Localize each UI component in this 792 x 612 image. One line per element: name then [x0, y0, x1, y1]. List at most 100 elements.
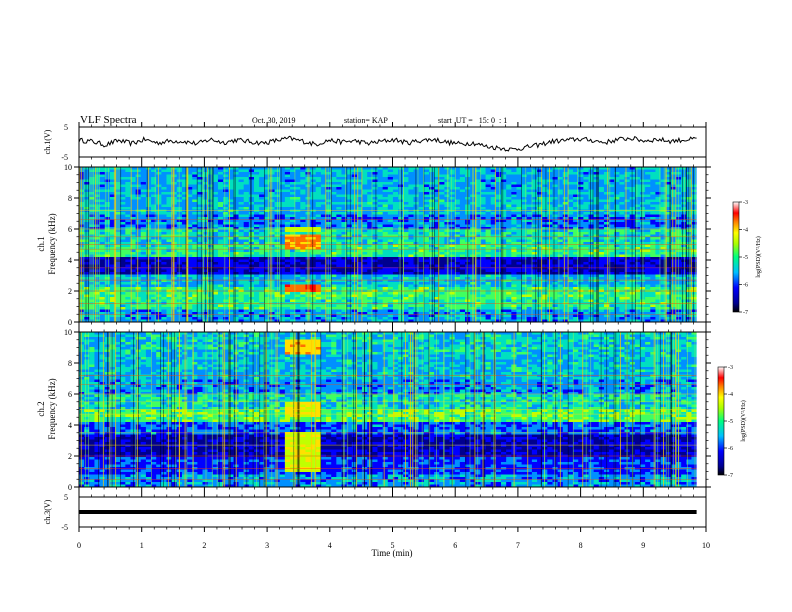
spectrogram-cell	[665, 167, 672, 170]
spectrogram-cell	[511, 254, 517, 258]
spectrogram-cell	[151, 202, 157, 205]
spectrogram-cell	[485, 264, 492, 268]
spectrogram-cell	[660, 267, 667, 270]
spectrogram-cell	[233, 187, 239, 190]
spectrogram-cell	[151, 169, 157, 173]
spectrogram-cell	[501, 177, 507, 180]
spectrogram-cell	[578, 184, 584, 188]
spectrogram-cell	[619, 212, 625, 215]
spectrogram-cell	[495, 232, 502, 235]
spectrogram-cell	[372, 232, 378, 235]
spectrogram-cell	[665, 212, 672, 215]
spectrogram-cell	[377, 254, 383, 258]
spectrogram-cell	[109, 247, 116, 250]
spectrogram-cell	[295, 254, 301, 258]
spectrogram-cell	[192, 229, 198, 233]
spectrogram-cell	[428, 184, 435, 188]
spectrogram-cell	[192, 199, 198, 203]
spectrogram-cell	[320, 242, 327, 245]
spectrogram-cell	[418, 189, 425, 193]
spectrogram-cell	[320, 182, 327, 185]
spectrogram-cell	[181, 174, 188, 178]
spectrogram-cell	[609, 247, 615, 250]
spectrogram-cell	[259, 174, 265, 178]
spectrogram-cell	[290, 172, 296, 175]
spectrogram-cell	[187, 239, 193, 243]
spectrogram-cell	[181, 239, 188, 243]
spectrogram-cell	[526, 237, 533, 240]
spectrogram-cell	[547, 177, 553, 180]
spectrogram-cell	[603, 267, 610, 270]
spectrogram-cell	[552, 207, 558, 210]
spectrogram-cell	[490, 192, 497, 195]
spectrogram-cell	[614, 182, 620, 185]
spectrogram-cell	[583, 232, 589, 235]
spectrogram-cell	[552, 219, 558, 223]
spectrogram-cell	[547, 232, 553, 235]
spectrogram-cell	[439, 262, 445, 265]
spectrogram-cell	[320, 232, 327, 235]
spectrogram-cell	[454, 244, 461, 248]
spectrogram-cell	[367, 244, 373, 248]
spectrogram-cell	[192, 222, 198, 225]
spectrogram-cell	[346, 257, 353, 260]
spectrogram-cell	[552, 217, 558, 220]
spectrogram-cell	[547, 249, 553, 253]
spectrogram-cell	[290, 224, 296, 228]
spectrogram-cell	[217, 267, 224, 270]
spectrogram-cell	[120, 172, 126, 175]
spectrogram-cell	[161, 264, 167, 268]
spectrogram-cell	[243, 169, 250, 173]
spectrogram-cell	[547, 264, 553, 268]
spectrogram-cell	[300, 229, 306, 233]
spectrogram-cell	[120, 229, 126, 233]
spectrogram-cell	[305, 192, 311, 195]
spectrogram-cell	[537, 242, 543, 245]
spectrogram-cell	[526, 244, 533, 248]
spectrogram-cell	[516, 239, 522, 243]
spectrogram-cell	[537, 184, 543, 188]
spectrogram-cell	[603, 167, 610, 170]
spectrogram-cell	[634, 222, 641, 225]
spectrogram-cell	[537, 249, 543, 253]
spectrogram-cell	[295, 262, 301, 265]
spectrogram-cell	[475, 264, 481, 268]
spectrogram-cell	[238, 222, 244, 225]
spectrogram-cell	[264, 269, 270, 273]
spectrogram-cell	[670, 167, 677, 170]
spectrogram-cell	[326, 192, 332, 195]
spectrogram-cell	[418, 237, 425, 240]
spectrogram-cell	[217, 234, 224, 238]
spectrogram-cell	[130, 254, 136, 258]
spectrogram-cell	[583, 244, 589, 248]
spectrogram-cell	[408, 192, 414, 195]
spectrogram-cell	[480, 212, 486, 215]
spectrogram-cell	[392, 207, 399, 210]
spectrogram-cell	[398, 264, 404, 268]
spectrogram-cell	[243, 259, 250, 263]
spectrogram-cell	[99, 222, 106, 225]
spectrogram-cell	[609, 244, 615, 248]
spectrogram-cell	[130, 187, 136, 190]
spectrogram-cell	[135, 257, 142, 260]
spectrogram-cell	[634, 199, 641, 203]
spectrogram-cell	[243, 242, 250, 245]
spectrogram-cell	[459, 249, 466, 253]
spectrogram-cell	[547, 209, 553, 213]
spectrogram-cell	[537, 222, 543, 225]
spectrogram-cell	[197, 172, 203, 175]
spectrogram-cell	[192, 219, 198, 223]
spectrogram-cell	[516, 202, 522, 205]
spectrogram-cell	[408, 247, 414, 250]
spectrogram-cell	[238, 217, 244, 220]
spectrogram-cell	[526, 202, 533, 205]
spectrogram-cell	[367, 224, 373, 228]
spectrogram-cell	[382, 182, 389, 185]
spectrogram-cell	[243, 229, 250, 233]
spectrogram-cell	[243, 197, 250, 200]
spectrogram-cell	[217, 244, 224, 248]
spectrogram-cell	[516, 167, 522, 170]
spectrogram-cell	[336, 224, 342, 228]
spectrogram-cell	[140, 197, 147, 200]
spectrogram-cell	[140, 177, 147, 180]
